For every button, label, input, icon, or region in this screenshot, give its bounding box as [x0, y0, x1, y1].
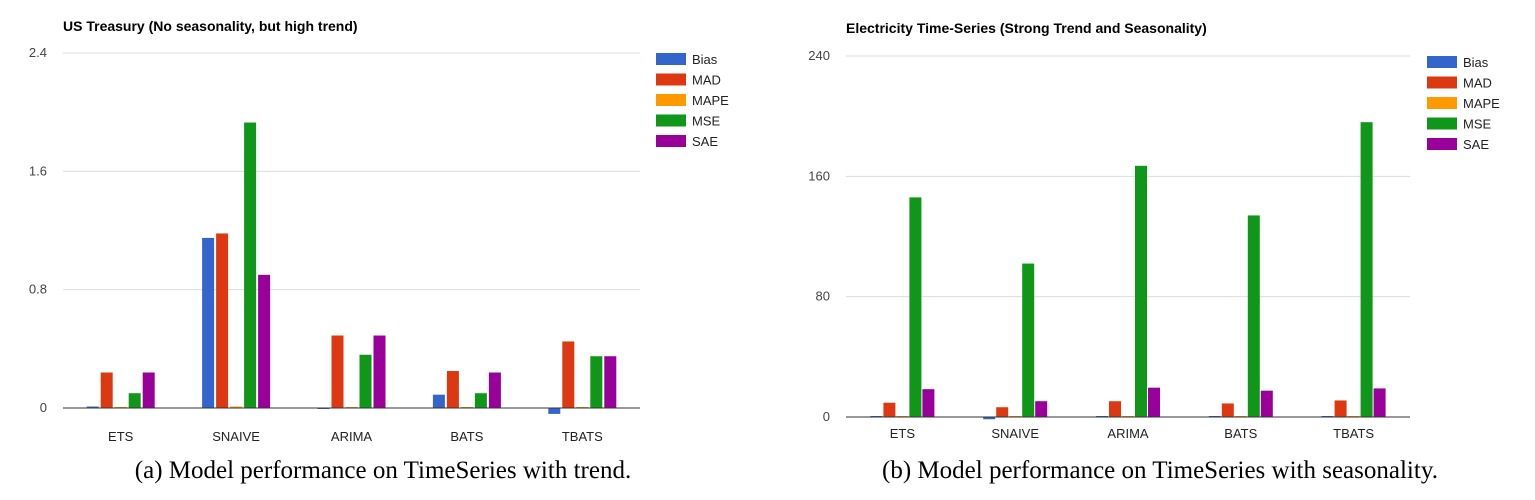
- legend-swatch: [1427, 117, 1457, 130]
- x-tick-label: ARIMA: [1107, 426, 1149, 441]
- bar-tbats-sae: [604, 356, 617, 408]
- y-tick-label: 160: [808, 168, 830, 183]
- caption-a: (a) Model performance on TimeSeries with…: [135, 457, 631, 484]
- legend-label: MSE: [692, 114, 721, 129]
- bar-snaive-mse: [1022, 263, 1035, 417]
- legend-label: MAD: [692, 73, 721, 88]
- bar-bats-mad: [446, 371, 459, 408]
- bar-snaive-bias: [983, 417, 996, 420]
- legend-swatch: [1427, 76, 1457, 89]
- legend-label: SAE: [692, 134, 718, 149]
- bar-ets-mad: [100, 372, 113, 408]
- bar-snaive-bias: [202, 237, 215, 408]
- legend: Bias MAD MAPE MSE SAE: [1427, 55, 1500, 152]
- bar-ets-bias: [86, 406, 99, 408]
- y-tick-label: 240: [808, 48, 830, 63]
- bar-bats-mad: [1221, 403, 1234, 417]
- bar-arima-mse: [1135, 165, 1147, 417]
- legend-swatch: [656, 53, 686, 65]
- x-tick-label: TBATS: [562, 429, 603, 444]
- bar-tbats-mad: [562, 341, 575, 408]
- legend-label: Bias: [1463, 55, 1489, 70]
- bars: [870, 122, 1386, 420]
- legend-swatch: [1427, 138, 1457, 150]
- bar-ets-sae: [922, 389, 935, 417]
- x-tick-label: ARIMA: [331, 429, 373, 444]
- caption-b: (b) Model performance on TimeSeries with…: [882, 457, 1438, 484]
- legend-swatch: [1427, 56, 1457, 68]
- legend-swatch: [656, 135, 686, 147]
- legend-label: MAPE: [692, 93, 729, 108]
- bar-snaive-sae: [1035, 401, 1048, 417]
- y-tick-label: 80: [816, 289, 830, 304]
- bar-arima-mad: [1109, 401, 1121, 417]
- legend-label: MSE: [1463, 117, 1492, 132]
- bar-bats-sae: [488, 372, 501, 408]
- y-tick-label: 0: [823, 409, 830, 424]
- legend-label: MAD: [1463, 76, 1492, 91]
- legend-swatch: [656, 73, 686, 86]
- bar-ets-mse: [909, 197, 922, 417]
- y-tick-label: 0.8: [29, 282, 47, 297]
- gridlines: [846, 55, 1410, 298]
- y-tick-label: 1.6: [29, 163, 47, 178]
- x-tick-label: ETS: [108, 429, 134, 444]
- bar-tbats-bias: [548, 408, 561, 414]
- bar-arima-mse: [359, 354, 372, 408]
- bar-snaive-mape: [230, 406, 243, 408]
- bar-arima-sae: [373, 335, 386, 408]
- bar-arima-mad: [331, 335, 344, 408]
- x-axis-labels: ETS SNAIVE ARIMA BATS TBATS: [108, 429, 603, 444]
- bar-snaive-mse: [244, 122, 257, 408]
- bar-tbats-mse: [590, 356, 603, 408]
- x-tick-label: TBATS: [1333, 426, 1374, 441]
- bar-arima-sae: [1148, 387, 1160, 417]
- y-axis-ticks: 0 0.8 1.6 2.4: [29, 45, 47, 415]
- legend-swatch: [1427, 97, 1457, 109]
- bar-ets-mse: [128, 393, 141, 408]
- bar-snaive-mad: [216, 233, 229, 408]
- y-axis-ticks: 0 80 160 240: [808, 48, 830, 424]
- bar-tbats-mse: [1360, 122, 1373, 417]
- bar-bats-mse: [1247, 215, 1260, 417]
- bar-tbats-mad: [1334, 400, 1347, 417]
- legend-swatch: [656, 114, 686, 127]
- x-tick-label: BATS: [1224, 426, 1257, 441]
- chart-us-treasury: US Treasury (No seasonality, but high tr…: [29, 18, 729, 444]
- legend-label: Bias: [692, 52, 718, 67]
- bar-bats-bias: [432, 394, 445, 408]
- x-tick-label: BATS: [450, 429, 483, 444]
- bars: [86, 122, 617, 414]
- gridlines: [63, 52, 640, 291]
- legend-swatch: [656, 94, 686, 106]
- x-tick-label: SNAIVE: [991, 426, 1039, 441]
- legend-label: MAPE: [1463, 96, 1500, 111]
- y-tick-label: 2.4: [29, 45, 47, 60]
- bar-snaive-mad: [996, 407, 1009, 417]
- x-axis-labels: ETS SNAIVE ARIMA BATS TBATS: [890, 426, 1375, 441]
- y-tick-label: 0: [40, 400, 47, 415]
- legend-label: SAE: [1463, 137, 1489, 152]
- bar-ets-sae: [142, 372, 155, 408]
- legend: Bias MAD MAPE MSE SAE: [656, 52, 729, 149]
- bar-snaive-sae: [258, 274, 271, 408]
- chart-title: Electricity Time-Series (Strong Trend an…: [846, 20, 1207, 36]
- bar-bats-mse: [474, 393, 487, 408]
- bar-ets-mad: [883, 402, 896, 417]
- bar-tbats-sae: [1373, 388, 1386, 417]
- x-tick-label: ETS: [890, 426, 916, 441]
- chart-electricity: Electricity Time-Series (Strong Trend an…: [808, 20, 1500, 441]
- chart-title: US Treasury (No seasonality, but high tr…: [63, 18, 358, 34]
- bar-bats-sae: [1260, 390, 1273, 417]
- x-tick-label: SNAIVE: [212, 429, 260, 444]
